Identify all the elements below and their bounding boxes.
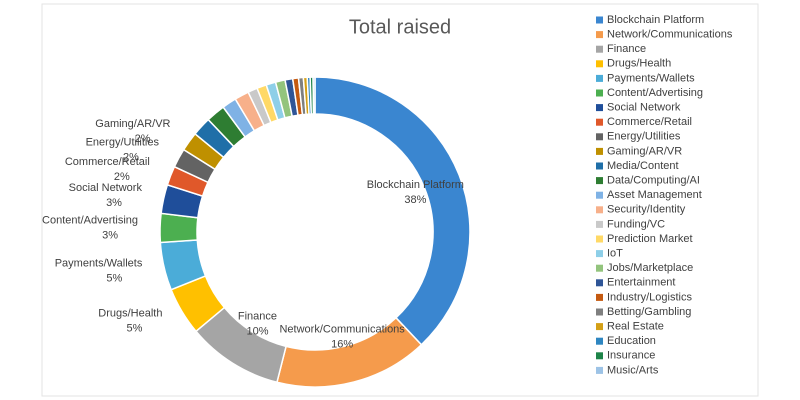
data-label-name: Gaming/AR/VR bbox=[95, 118, 170, 130]
data-label-value: 10% bbox=[246, 325, 268, 337]
chart-title: Total raised bbox=[349, 16, 451, 38]
legend-swatch bbox=[596, 177, 603, 185]
legend-label: Prediction Market bbox=[607, 233, 693, 245]
legend-label: Social Network bbox=[607, 102, 681, 114]
data-label-value: 16% bbox=[331, 338, 353, 350]
legend-label: Education bbox=[607, 335, 656, 347]
data-label-name: Drugs/Health bbox=[98, 308, 162, 320]
legend-label: Jobs/Marketplace bbox=[607, 262, 693, 274]
legend-label: Data/Computing/AI bbox=[607, 175, 700, 187]
legend-label: Content/Advertising bbox=[607, 87, 703, 99]
legend-swatch bbox=[596, 74, 603, 82]
legend-label: Security/Identity bbox=[607, 204, 686, 216]
data-label-name: Network/Communications bbox=[279, 323, 405, 335]
legend-swatch bbox=[596, 16, 603, 24]
legend-swatch bbox=[596, 293, 603, 301]
legend-label: Energy/Utilities bbox=[607, 131, 681, 143]
data-label-value: 38% bbox=[404, 194, 426, 206]
legend-swatch bbox=[596, 337, 603, 345]
legend-label: Drugs/Health bbox=[607, 58, 671, 70]
legend-swatch bbox=[596, 264, 603, 272]
legend-label: Funding/VC bbox=[607, 218, 665, 230]
legend-label: Betting/Gambling bbox=[607, 306, 691, 318]
legend-swatch bbox=[596, 220, 603, 228]
legend-swatch bbox=[596, 162, 603, 170]
data-label-name: Payments/Wallets bbox=[55, 257, 143, 269]
legend-label: Blockchain Platform bbox=[607, 14, 704, 26]
legend-swatch bbox=[596, 104, 603, 112]
data-label-value: 5% bbox=[127, 323, 143, 335]
legend-label: Entertainment bbox=[607, 277, 675, 289]
data-label-name: Commerce/Retail bbox=[65, 156, 150, 168]
legend-swatch bbox=[596, 89, 603, 97]
legend-label: Industry/Logistics bbox=[607, 291, 692, 303]
data-label-name: Social Network bbox=[69, 182, 143, 194]
legend-swatch bbox=[596, 323, 603, 331]
data-label-value: 2% bbox=[123, 151, 139, 163]
legend-label: Insurance bbox=[607, 350, 655, 362]
legend-swatch bbox=[596, 191, 603, 199]
legend-label: Network/Communications bbox=[607, 29, 733, 41]
legend-label: Media/Content bbox=[607, 160, 679, 172]
legend-swatch bbox=[596, 366, 603, 374]
data-label-value: 3% bbox=[106, 197, 122, 209]
legend-swatch bbox=[596, 45, 603, 53]
legend-label: Commerce/Retail bbox=[607, 116, 692, 128]
legend-label: Real Estate bbox=[607, 321, 664, 333]
legend-swatch bbox=[596, 308, 603, 316]
data-label-name: Blockchain Platform bbox=[367, 179, 464, 191]
legend-swatch bbox=[596, 206, 603, 214]
legend-swatch bbox=[596, 133, 603, 141]
legend-label: Asset Management bbox=[607, 189, 702, 201]
data-label-name: Content/Advertising bbox=[42, 214, 138, 226]
data-label-value: 3% bbox=[102, 229, 118, 241]
data-label-value: 5% bbox=[106, 272, 122, 284]
data-label-value: 2% bbox=[114, 171, 130, 183]
data-label-name: Finance bbox=[238, 310, 277, 322]
legend-label: Payments/Wallets bbox=[607, 72, 695, 84]
legend-label: Gaming/AR/VR bbox=[607, 145, 682, 157]
data-label-value: 2% bbox=[135, 133, 151, 145]
legend-label: IoT bbox=[607, 248, 623, 260]
legend-swatch bbox=[596, 352, 603, 360]
legend-swatch bbox=[596, 31, 603, 39]
legend-swatch bbox=[596, 279, 603, 287]
legend-swatch bbox=[596, 118, 603, 126]
legend-swatch bbox=[596, 235, 603, 243]
data-label-name: Energy/Utilities bbox=[86, 136, 160, 148]
legend-label: Music/Arts bbox=[607, 364, 659, 376]
legend-swatch bbox=[596, 250, 603, 258]
slice bbox=[312, 76, 316, 115]
legend-label: Finance bbox=[607, 43, 646, 55]
legend-swatch bbox=[596, 147, 603, 155]
legend-swatch bbox=[596, 60, 603, 68]
